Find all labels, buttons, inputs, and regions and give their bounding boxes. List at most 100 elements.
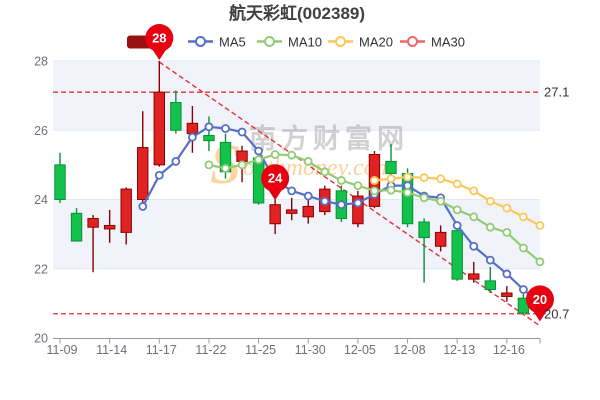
- marker-label: 28: [152, 31, 166, 46]
- ma10-point: [403, 188, 412, 197]
- candle-body: [87, 218, 99, 228]
- ma5-point: [171, 157, 181, 166]
- candle[interactable]: [103, 209, 116, 243]
- watermark-cn-text: 南方财富网: [249, 123, 409, 154]
- candle-body: [484, 280, 497, 291]
- ma10-point: [485, 222, 495, 232]
- legend-item-ma30[interactable]: MA30: [400, 35, 465, 50]
- ma20-point: [519, 212, 528, 222]
- legend-label: MA10: [288, 35, 322, 50]
- ma5-point: [221, 124, 230, 133]
- candle-body: [434, 231, 447, 247]
- ma10-point: [336, 176, 346, 185]
- x-axis-label: 11-30: [295, 343, 326, 357]
- marker-bubble: [261, 164, 290, 193]
- candle[interactable]: [137, 111, 149, 203]
- candle-body: [302, 205, 314, 218]
- ma5-point: [287, 186, 297, 196]
- y-axis-label: 26: [34, 124, 48, 138]
- ma20-point: [370, 176, 379, 185]
- ma10-point: [535, 257, 545, 267]
- candle[interactable]: [203, 116, 215, 152]
- candle-body: [186, 122, 199, 135]
- candle[interactable]: [87, 215, 99, 273]
- ma10-point: [270, 150, 280, 159]
- x-axis-label: 11-09: [46, 343, 77, 357]
- candle-body: [286, 209, 298, 214]
- legend-label: MA5: [219, 35, 246, 50]
- candle-body: [203, 134, 215, 142]
- ma20-point: [403, 172, 412, 182]
- ma20-point: [485, 196, 495, 206]
- ma10-point: [254, 155, 264, 165]
- ma10-point: [519, 243, 528, 253]
- ma10-point: [287, 150, 297, 160]
- candle-body: [54, 164, 66, 200]
- candle[interactable]: [468, 261, 480, 283]
- legend-item-ma20[interactable]: MA20: [328, 35, 393, 50]
- candle[interactable]: [54, 152, 66, 203]
- candle-body: [103, 224, 116, 230]
- marker-bubble: [145, 24, 174, 52]
- ma10-line: [204, 150, 545, 267]
- candle[interactable]: [434, 225, 447, 252]
- ma5-point: [485, 255, 495, 265]
- ma20-point: [469, 186, 479, 196]
- ma5-point: [237, 127, 247, 137]
- ma10-point: [237, 160, 247, 170]
- chart-title: 航天彩虹(002389): [229, 3, 365, 23]
- candle[interactable]: [153, 61, 166, 167]
- ma5-point: [336, 200, 346, 210]
- ma-ring-legend-icon: [407, 36, 418, 47]
- ma5-point: [138, 202, 148, 211]
- x-axis-label: 11-25: [245, 343, 276, 357]
- legend-item-ma10[interactable]: MA10: [257, 35, 322, 50]
- candle[interactable]: [451, 227, 463, 281]
- ma5-point: [519, 285, 528, 294]
- ma5-point: [254, 146, 264, 156]
- candle[interactable]: [120, 187, 132, 245]
- candle[interactable]: [70, 208, 83, 242]
- candle-body: [418, 221, 430, 239]
- ma5-point: [502, 269, 512, 279]
- marker-label: 24: [268, 171, 283, 186]
- legend-item-ma5[interactable]: MA5: [188, 35, 246, 50]
- upper-threshold-label: 27.1: [544, 85, 569, 100]
- ma20-point: [535, 221, 545, 230]
- price-marker-20: 20: [525, 285, 554, 322]
- candle[interactable]: [352, 190, 364, 228]
- ma10-point: [303, 157, 313, 166]
- candle-body: [70, 212, 83, 242]
- ma5-point: [452, 221, 462, 230]
- ma5-point: [320, 196, 330, 206]
- candle-body: [153, 91, 166, 166]
- candle[interactable]: [170, 90, 182, 134]
- candle[interactable]: [418, 218, 430, 283]
- ma10-point: [469, 212, 479, 222]
- ma10-point: [419, 193, 429, 203]
- ma20-line: [370, 172, 545, 230]
- candle-body: [352, 195, 364, 225]
- candle[interactable]: [269, 199, 281, 235]
- candle-body: [385, 160, 397, 175]
- y-axis-label: 24: [34, 193, 48, 207]
- candle-body: [451, 230, 463, 280]
- legend-label: MA30: [431, 35, 465, 50]
- ma10-point: [452, 205, 462, 215]
- candle[interactable]: [484, 267, 497, 293]
- candle[interactable]: [501, 286, 513, 302]
- candle[interactable]: [286, 197, 298, 221]
- candle-body: [137, 147, 149, 200]
- marker-label: 20: [533, 292, 547, 307]
- candle-body: [468, 273, 480, 280]
- ma10-point: [386, 185, 396, 195]
- ma5-point: [204, 122, 214, 132]
- x-axis-label: 12-13: [443, 343, 475, 357]
- lower-threshold-label: 20.7: [544, 307, 569, 322]
- ma20-point: [436, 174, 446, 184]
- ma20-point: [386, 174, 396, 184]
- candle-body: [236, 150, 248, 162]
- ma10-point: [436, 196, 446, 206]
